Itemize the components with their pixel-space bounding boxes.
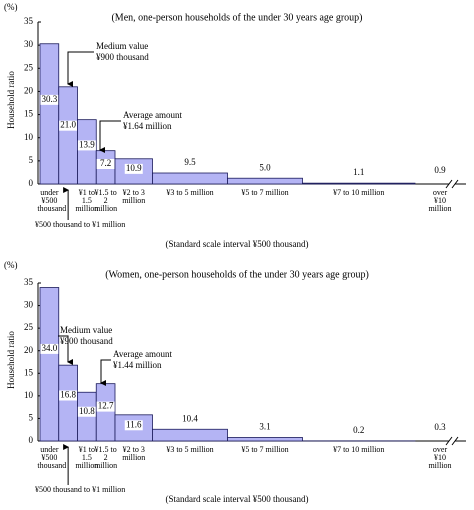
value-label: 34.0 [42, 343, 58, 353]
value-label: 0.9 [434, 165, 446, 175]
x-tick-label: ¥1.5 to 2 million [94, 445, 118, 470]
value-label: 0.2 [353, 425, 364, 435]
axis-break [445, 436, 459, 446]
annotation: Average amount [113, 349, 173, 359]
value-label-box [96, 159, 115, 170]
annotation-arrow [58, 335, 73, 365]
axis-break [445, 179, 459, 189]
x-tick-label: ¥3 to 5 million [166, 445, 214, 454]
x-tick-label: ¥500 thousand to ¥1 million [35, 485, 126, 494]
y-tick-label: 15 [24, 109, 34, 119]
x-tick-label: ¥5 to 7 million [241, 188, 289, 197]
bar [227, 177, 303, 185]
y-tick-label: 15 [24, 367, 34, 377]
chart-title: (Women, one-person households of the und… [105, 269, 369, 280]
x-tick-label: ¥5 to 7 million [241, 445, 289, 454]
value-label: 10.8 [79, 406, 95, 416]
annotation: ¥1.44 million [113, 360, 162, 370]
y-tick-label: 10 [24, 390, 34, 400]
y-tick-label: 30 [24, 300, 34, 310]
x-tick-label: under ¥500 thousand [37, 188, 67, 213]
value-label: 10.9 [126, 163, 142, 173]
value-label-box [96, 401, 115, 412]
annotation-arrow [67, 51, 94, 87]
value-label-box [59, 390, 78, 401]
y-tick-label: 5 [29, 412, 34, 422]
value-label-box [77, 406, 96, 417]
bar [152, 172, 228, 185]
bar [39, 287, 60, 442]
unit-label: (%) [4, 260, 18, 270]
annotation: Medium value [96, 41, 148, 51]
bar [152, 428, 228, 442]
y-tick-label: 30 [24, 39, 34, 49]
bar [58, 364, 78, 442]
annotation-arrow [99, 120, 121, 153]
x-tick-label: ¥1.5 to 2 million [94, 188, 118, 213]
y-axis-label: Household ratio [6, 71, 16, 129]
y-tick-label: 35 [24, 16, 34, 26]
bar [302, 182, 416, 185]
bar [77, 119, 97, 185]
x-tick-label: ¥2 to 3 million [122, 188, 146, 205]
value-label: 3.1 [259, 422, 270, 432]
x-tick-label: ¥500 thousand to ¥1 million [35, 220, 126, 229]
x-tick-label: ¥3 to 5 million [166, 188, 214, 197]
value-label-box [124, 420, 143, 431]
x-tick-label: under ¥500 thousand [37, 445, 67, 470]
value-label: 30.3 [42, 94, 58, 104]
x-tick-label: ¥7 to 10 million [333, 188, 385, 197]
unit-label: (%) [4, 2, 18, 12]
value-label-box [77, 140, 96, 151]
note: (Standard scale interval ¥500 thousand) [166, 239, 309, 249]
x-tick-label: ¥1 to 1.5 million [75, 445, 99, 470]
y-tick-label: 20 [24, 85, 34, 95]
annotation: ¥900 thousand [96, 52, 149, 62]
value-label: 11.6 [126, 419, 142, 429]
x-tick-label: ¥2 to 3 million [122, 445, 146, 462]
y-axis-label: Household ratio [6, 331, 16, 389]
y-tick-label: 20 [24, 345, 34, 355]
annotation: ¥900 thousand [60, 336, 113, 346]
annotation: Medium value [60, 325, 112, 335]
chart-title: (Men, one-person households of the under… [111, 12, 362, 23]
value-label-box [59, 120, 78, 131]
value-label-box [40, 343, 59, 354]
bar [58, 86, 78, 185]
annotation: Average amount [123, 110, 183, 120]
annotation: ¥1.64 million [123, 121, 172, 131]
value-label: 0.3 [434, 422, 446, 432]
value-label: 5.0 [259, 162, 271, 172]
value-label: 7.2 [100, 158, 111, 168]
value-label: 12.7 [98, 401, 114, 411]
y-tick-label: 0 [29, 435, 34, 445]
bar [39, 43, 60, 185]
value-label: 13.9 [79, 139, 95, 149]
value-label: 16.8 [60, 390, 76, 400]
value-label: 9.5 [184, 157, 196, 167]
note: (Standard scale interval ¥500 thousand) [166, 494, 309, 504]
value-label-box [124, 163, 143, 174]
x-tick-label: ¥7 to 10 million [333, 445, 385, 454]
y-tick-label: 25 [24, 62, 34, 72]
x-tick-label: ¥1 to 1.5 million [75, 188, 99, 213]
value-label: 1.1 [353, 167, 364, 177]
annotation-arrow [100, 359, 111, 386]
bar [227, 437, 303, 442]
value-label: 21.0 [60, 120, 76, 130]
value-label-box [40, 94, 59, 105]
value-label: 10.4 [182, 413, 198, 423]
x-tick-label: over ¥10 million [428, 188, 452, 213]
x-tick-label: over ¥10 million [428, 445, 452, 470]
y-tick-label: 10 [24, 132, 34, 142]
y-tick-label: 0 [29, 178, 34, 188]
y-tick-label: 35 [24, 277, 34, 287]
y-tick-label: 25 [24, 322, 34, 332]
bar [95, 383, 116, 442]
y-tick-label: 5 [29, 155, 34, 165]
